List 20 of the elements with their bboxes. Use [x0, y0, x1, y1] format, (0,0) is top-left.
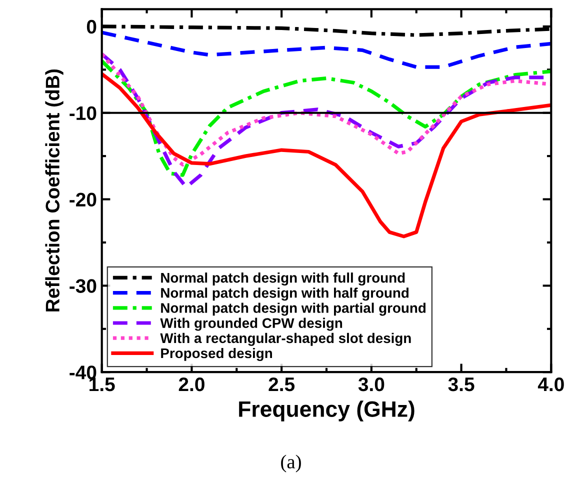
- legend-label: Normal patch design with full ground: [161, 272, 405, 286]
- legend-label: Normal patch design with partial ground: [161, 302, 426, 316]
- text: (a): [281, 454, 301, 472]
- x-tick-label: 4.0: [538, 377, 564, 392]
- x-tick-label: 2.0: [178, 377, 204, 392]
- x-tick-label: 1.5: [90, 378, 115, 392]
- x-tick-label: 2.5: [268, 377, 295, 392]
- y-tick-label: 0: [86, 20, 96, 34]
- y-tick-label: -40: [70, 366, 96, 380]
- legend-label: With a rectangular-shaped slot design: [160, 332, 411, 346]
- x-tick-label: 3.5: [448, 377, 474, 392]
- x-axis-title: Frequency (GHz): [239, 400, 414, 422]
- legend-label: With grounded CPW design: [160, 318, 342, 331]
- y-tick-label: -20: [70, 192, 96, 207]
- y-tick-label: -10: [70, 106, 96, 120]
- legend-label: Proposed design: [161, 348, 272, 361]
- legend-label: Normal patch design with half ground: [161, 288, 409, 301]
- y-tick-label: -30: [70, 279, 96, 293]
- y-axis-title: Reflection Coefficient (dB): [45, 70, 64, 312]
- x-tick-label: 3.0: [358, 377, 384, 392]
